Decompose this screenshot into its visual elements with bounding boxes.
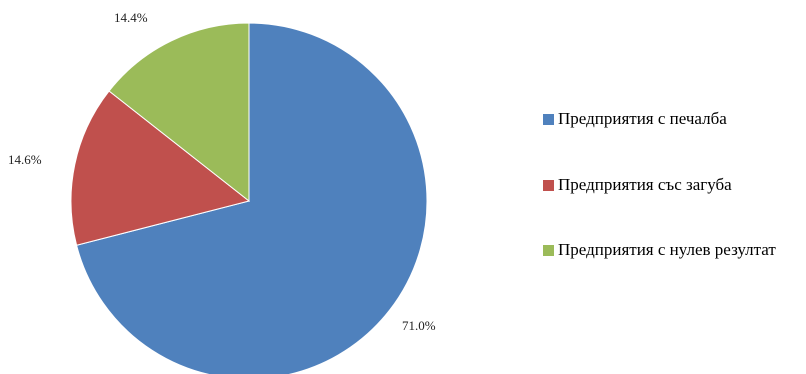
pie-slice-zero: [108, 22, 250, 203]
legend-label-zero: Предприятия с нулев резултат: [558, 240, 776, 259]
legend-label-loss: Предприятия със загуба: [558, 175, 732, 194]
pie-data-labels: 71.0% 14.6% 14.4%: [8, 10, 436, 333]
legend-item-loss: Предприятия със загуба: [543, 174, 803, 196]
legend-swatch-loss: [543, 180, 554, 191]
legend-item-profit: Предприятия с печалба: [543, 108, 803, 130]
legend-item-zero: Предприятия с нулев резултат: [543, 239, 803, 261]
data-label-profit: 71.0%: [402, 318, 436, 333]
legend-swatch-profit: [543, 114, 554, 125]
legend-swatch-zero: [543, 245, 554, 256]
data-label-loss: 14.6%: [8, 152, 42, 167]
pie-slices: [70, 22, 428, 374]
legend-label-profit: Предприятия с печалба: [558, 109, 727, 128]
pie-slice-profit: [75, 22, 428, 374]
pie-slice-loss: [70, 90, 251, 246]
data-label-zero: 14.4%: [114, 10, 148, 25]
